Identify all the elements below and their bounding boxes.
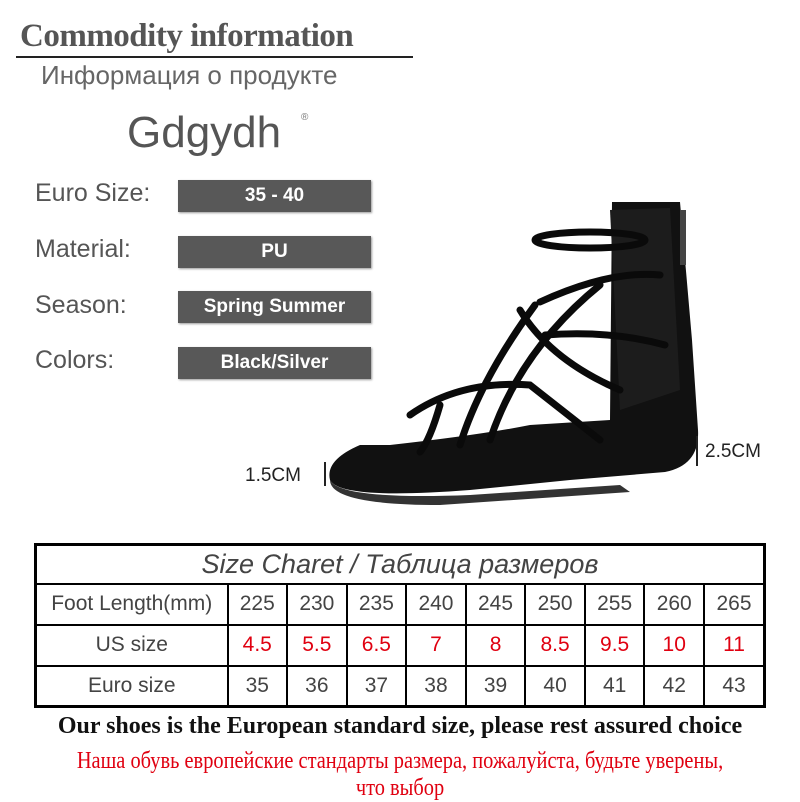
table-cell: 230 — [286, 582, 348, 626]
row-label-euro-size: Euro size — [34, 664, 229, 708]
sandal-product-image — [329, 202, 699, 505]
table-cell: 9.5 — [583, 623, 646, 667]
table-cell: 255 — [583, 582, 646, 626]
brand-name: Gdgydh — [127, 108, 282, 157]
table-cell: 235 — [345, 582, 408, 626]
table-cell: 35 — [226, 664, 289, 708]
table-cell: 8.5 — [524, 623, 586, 667]
spec-value-colors: Black/Silver — [178, 347, 371, 379]
title-divider — [16, 56, 413, 58]
table-cell: 38 — [405, 664, 467, 708]
size-note-russian: Наша обувь европейские стандарты размера… — [76, 748, 724, 801]
page-title: Commodity information — [20, 18, 354, 54]
table-cell: 225 — [226, 582, 289, 626]
table-cell: 41 — [583, 664, 646, 708]
table-cell: 265 — [703, 582, 766, 626]
table-cell: 10 — [643, 623, 705, 667]
size-chart-title: Size Charet / Таблица размеров — [34, 543, 766, 585]
row-label-foot-length: Foot Length(mm) — [34, 582, 229, 626]
row-label-us-size: US size — [34, 623, 229, 667]
table-cell: 43 — [703, 664, 766, 708]
table-cell: 36 — [286, 664, 348, 708]
table-row: US size 4.5 5.5 6.5 7 8 8.5 9.5 10 11 — [34, 623, 766, 667]
spec-label-season: Season: — [35, 291, 127, 319]
sole-height-label: 1.5CM — [245, 465, 301, 486]
page-subtitle: Информация о продукте — [41, 60, 338, 90]
table-cell: 260 — [643, 582, 705, 626]
table-cell: 4.5 — [226, 623, 289, 667]
spec-label-colors: Colors: — [35, 346, 115, 374]
spec-value-season: Spring Summer — [178, 291, 371, 323]
size-chart-header-row: Size Charet / Таблица размеров — [34, 543, 766, 585]
sole-height-marker — [324, 462, 326, 486]
spec-value-material: PU — [178, 236, 371, 268]
size-chart-table: Size Charet / Таблица размеров Foot Leng… — [34, 543, 766, 708]
registered-mark: ® — [301, 112, 309, 123]
table-cell: 39 — [464, 664, 527, 708]
table-cell: 37 — [345, 664, 408, 708]
table-row: Euro size 35 36 37 38 39 40 41 42 43 — [34, 664, 766, 708]
table-cell: 240 — [405, 582, 467, 626]
size-note-english: Our shoes is the European standard size,… — [57, 713, 743, 739]
table-cell: 245 — [464, 582, 527, 626]
spec-label-material: Material: — [35, 235, 131, 263]
table-cell: 5.5 — [286, 623, 348, 667]
heel-height-marker — [696, 436, 698, 466]
table-cell: 250 — [524, 582, 586, 626]
table-cell: 40 — [524, 664, 586, 708]
table-cell: 42 — [643, 664, 705, 708]
table-cell: 7 — [405, 623, 467, 667]
spec-value-euro-size: 35 - 40 — [178, 180, 371, 212]
heel-height-label: 2.5CM — [705, 441, 761, 462]
spec-label-euro-size: Euro Size: — [35, 179, 151, 207]
table-cell: 6.5 — [345, 623, 408, 667]
table-cell: 11 — [703, 623, 766, 667]
table-cell: 8 — [464, 623, 527, 667]
table-row: Foot Length(mm) 225 230 235 240 245 250 255 260 2… — [34, 582, 766, 626]
